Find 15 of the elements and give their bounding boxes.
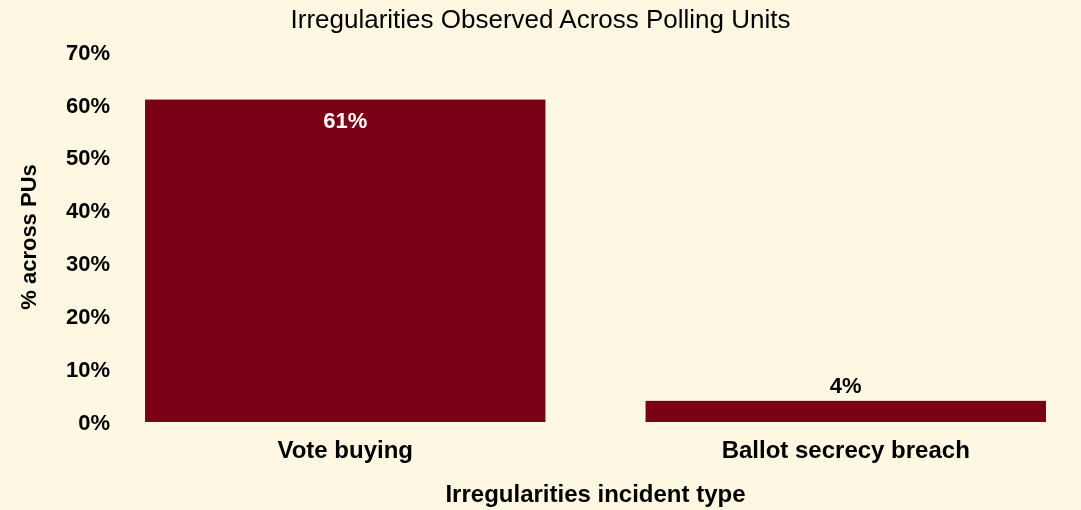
data-label: 4% xyxy=(829,372,862,398)
x-axis-title: Irregularities incident type xyxy=(445,480,746,507)
y-tick-label: 30% xyxy=(65,251,110,277)
x-tick-label: Vote buying xyxy=(277,436,414,463)
y-tick-label: 0% xyxy=(78,409,110,435)
data-label: 61% xyxy=(323,107,368,133)
y-tick-label: 20% xyxy=(65,303,110,329)
y-tick-label: 40% xyxy=(65,198,110,224)
y-axis-title: % across PUs xyxy=(16,164,41,310)
y-tick-label: 10% xyxy=(65,356,110,382)
y-tick-label: 60% xyxy=(65,92,110,118)
chart-title: Irregularities Observed Across Polling Units xyxy=(290,4,791,34)
y-tick-label: 70% xyxy=(65,39,110,65)
y-tick-label: 50% xyxy=(65,145,110,171)
x-tick-label: Ballot secrecy breach xyxy=(721,436,970,463)
